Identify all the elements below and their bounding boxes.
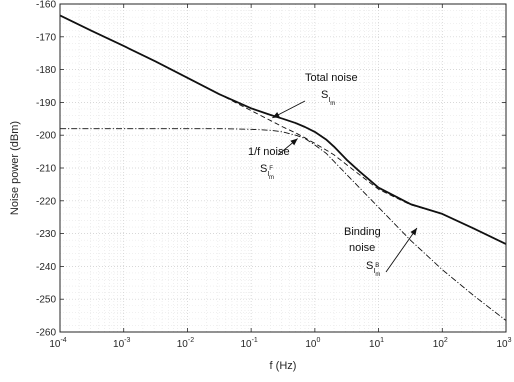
y-tick-label: -260 <box>36 328 56 339</box>
annotation-binding-noise-label: noise <box>349 242 375 254</box>
annotation-1f-noise-label: 1/f noise <box>248 146 290 158</box>
annotation-binding-label: Binding <box>344 226 381 238</box>
annotation-arrow-head <box>272 111 280 118</box>
series-layer <box>59 14 507 321</box>
series-line-dashed <box>59 15 507 245</box>
x-tick-label: 101 <box>369 337 384 350</box>
tick-layer: 10-4 10-3 10-2 10-1 100 101 102 103 -160 -170 -180… <box>36 0 512 350</box>
annotation-arrow-head <box>290 138 298 146</box>
y-tick-label: -180 <box>36 65 56 76</box>
grid-layer <box>59 3 507 333</box>
annotation-arrow-line <box>385 227 418 273</box>
x-tick-label: 103 <box>496 337 511 350</box>
x-tick-label: 102 <box>433 337 448 350</box>
series-line-dashdot <box>60 128 507 321</box>
series-line-solid <box>59 14 507 245</box>
annotation-arrow-head <box>410 228 417 236</box>
x-axis-label: f (Hz) <box>270 360 297 372</box>
y-axis-label: Noise power (dBm) <box>9 121 21 215</box>
annotation-symbol: SIF m <box>260 163 274 181</box>
annotation-layer: Total noise SIm 1/f noise SIF m Binding noise S… <box>248 72 418 278</box>
y-tick-label: -160 <box>36 0 56 11</box>
y-tick-label: -230 <box>36 229 56 240</box>
y-tick-label: -170 <box>36 32 56 43</box>
x-tick-label: 100 <box>305 337 320 350</box>
annotation-total-noise-label: Total noise <box>305 72 358 84</box>
x-tick-label: 10-4 <box>49 337 66 350</box>
y-tick-label: -240 <box>36 262 56 273</box>
annotation-symbol: SIm <box>321 89 335 107</box>
y-tick-label: -190 <box>36 98 56 109</box>
annotation-symbol: SIB m <box>366 260 380 278</box>
x-tick-label: 10-3 <box>113 337 130 350</box>
y-tick-label: -210 <box>36 164 56 175</box>
x-tick-label: 10-2 <box>177 337 194 350</box>
y-tick-label: -250 <box>36 295 56 306</box>
y-tick-label: -200 <box>36 131 56 142</box>
y-tick-label: -220 <box>36 196 56 207</box>
x-tick-label: 10-1 <box>240 337 257 350</box>
